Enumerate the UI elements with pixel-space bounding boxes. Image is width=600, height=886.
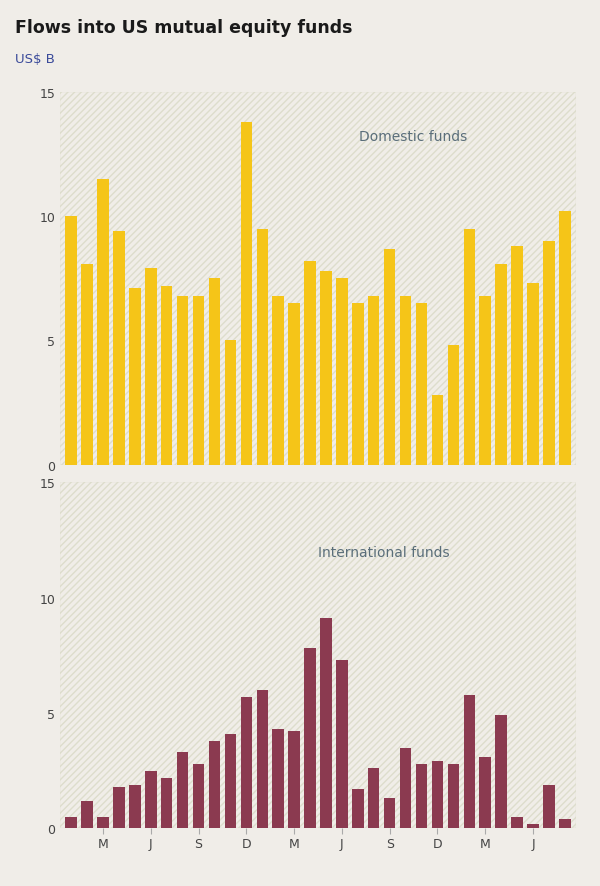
Bar <box>129 289 140 465</box>
Bar <box>177 752 188 828</box>
Text: International funds: International funds <box>318 545 449 559</box>
Bar <box>193 297 204 465</box>
Bar <box>432 396 443 465</box>
Bar <box>82 801 93 828</box>
Bar <box>543 785 554 828</box>
Bar <box>384 249 395 465</box>
Bar <box>320 272 332 465</box>
Bar <box>224 341 236 465</box>
Bar <box>384 798 395 828</box>
Bar <box>113 787 125 828</box>
Bar <box>336 279 347 465</box>
Bar <box>193 764 204 828</box>
Bar <box>97 817 109 828</box>
Bar <box>496 264 507 465</box>
Bar <box>145 771 157 828</box>
Bar <box>527 284 539 465</box>
Bar <box>432 762 443 828</box>
Bar <box>289 304 300 465</box>
Bar <box>209 279 220 465</box>
Bar <box>257 229 268 465</box>
Bar <box>400 748 412 828</box>
Bar <box>65 817 77 828</box>
Bar <box>289 732 300 828</box>
Bar <box>145 269 157 465</box>
Bar <box>368 297 379 465</box>
Bar <box>448 346 459 465</box>
Bar <box>97 180 109 465</box>
Bar <box>352 304 364 465</box>
Bar <box>177 297 188 465</box>
Bar <box>129 785 140 828</box>
Bar <box>304 261 316 465</box>
Bar <box>304 649 316 828</box>
Bar <box>559 212 571 465</box>
Bar <box>257 690 268 828</box>
Bar <box>543 242 554 465</box>
Bar <box>113 232 125 465</box>
Bar <box>161 778 172 828</box>
Bar <box>161 286 172 465</box>
Bar <box>511 247 523 465</box>
Bar <box>336 660 347 828</box>
Bar <box>224 734 236 828</box>
Text: Domestic funds: Domestic funds <box>359 130 467 144</box>
Bar <box>241 123 252 465</box>
Bar <box>448 764 459 828</box>
Bar <box>464 695 475 828</box>
Bar <box>479 297 491 465</box>
Bar <box>272 297 284 465</box>
Bar <box>272 729 284 828</box>
Bar <box>65 217 77 465</box>
Bar <box>82 264 93 465</box>
Bar <box>400 297 412 465</box>
Bar <box>511 817 523 828</box>
Text: US$ B: US$ B <box>15 52 55 66</box>
Bar <box>352 789 364 828</box>
Bar <box>241 697 252 828</box>
Bar <box>416 764 427 828</box>
Bar <box>527 824 539 828</box>
Bar <box>416 304 427 465</box>
Text: Flows into US mutual equity funds: Flows into US mutual equity funds <box>15 19 353 36</box>
Bar <box>464 229 475 465</box>
Bar <box>368 768 379 828</box>
Bar <box>209 741 220 828</box>
Bar <box>479 757 491 828</box>
Bar <box>496 716 507 828</box>
Bar <box>559 820 571 828</box>
Bar <box>320 618 332 828</box>
